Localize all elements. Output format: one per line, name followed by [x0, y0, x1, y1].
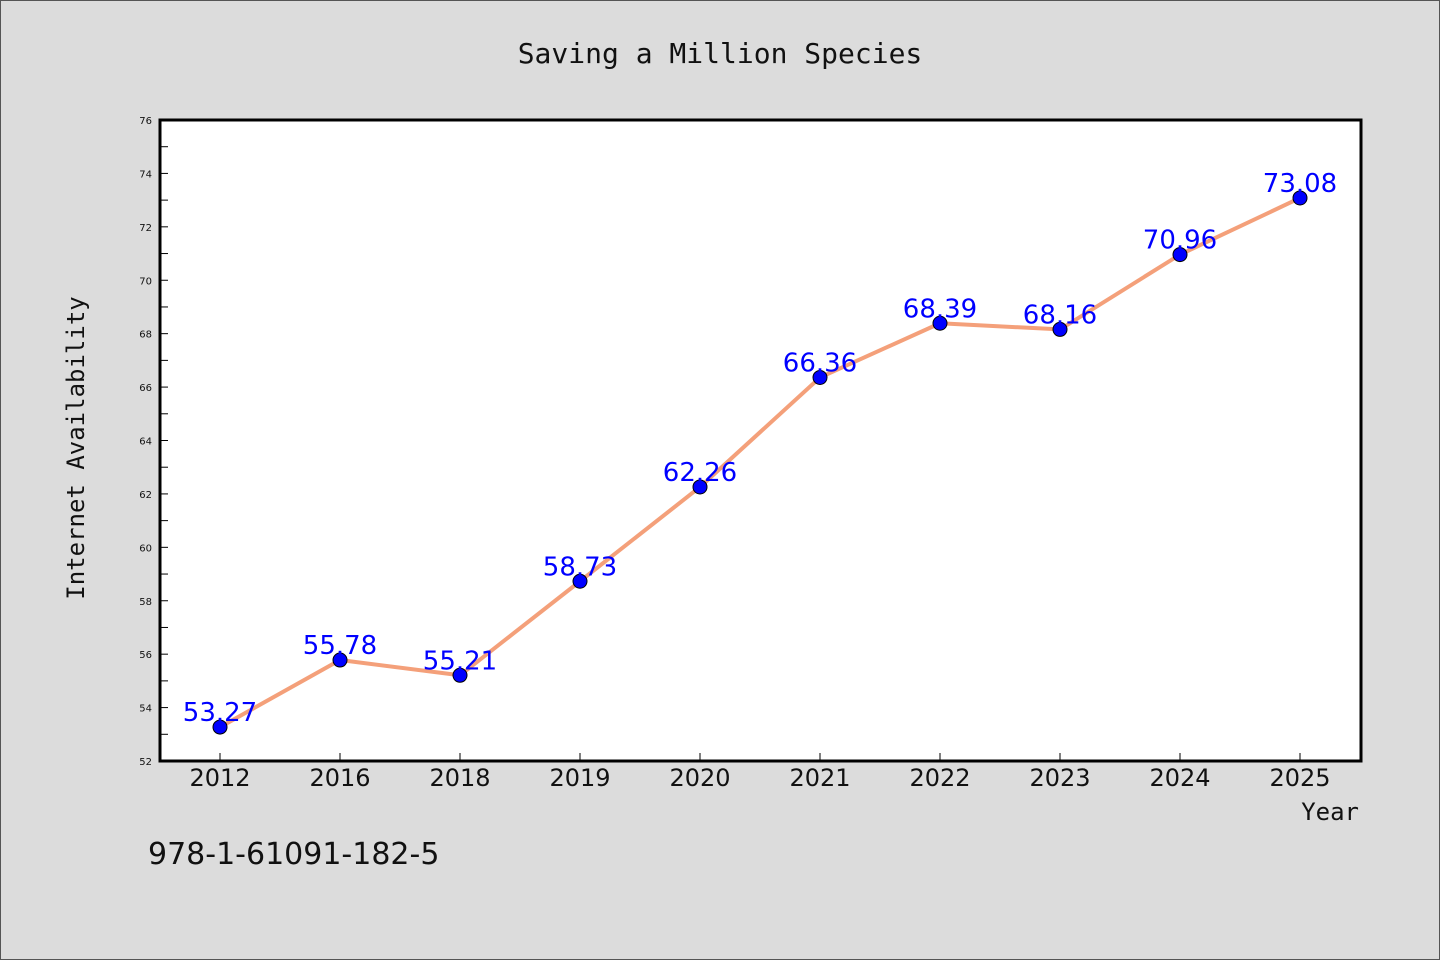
- y-tick-label: 70: [139, 276, 152, 287]
- data-label: 66.36: [783, 348, 857, 378]
- x-tick-label: 2016: [309, 764, 370, 792]
- data-label: 68.39: [903, 294, 977, 324]
- x-tick-label: 2021: [789, 764, 850, 792]
- data-label: 62.26: [663, 458, 737, 488]
- data-point: [212, 719, 228, 735]
- y-tick-label: 74: [139, 169, 152, 180]
- data-point: [572, 573, 588, 589]
- x-tick-label: 2018: [429, 764, 490, 792]
- y-tick-label: 66: [139, 383, 152, 394]
- data-label: 55.21: [423, 646, 497, 676]
- x-tick-label: 2023: [1029, 764, 1090, 792]
- x-tick-label: 2020: [669, 764, 730, 792]
- data-label: 53.27: [183, 698, 257, 728]
- y-tick-label: 68: [139, 330, 152, 341]
- x-tick-label: 2025: [1269, 764, 1330, 792]
- chart-title: Saving a Million Species: [518, 37, 923, 70]
- data-point: [1292, 190, 1308, 206]
- y-axis: 52 54 56 58 60 62 64 66 68 70 72 74 76: [139, 116, 168, 768]
- data-label: 73.08: [1263, 169, 1337, 199]
- data-point: [1052, 321, 1068, 337]
- y-tick-label: 76: [139, 116, 152, 127]
- y-tick-label: 54: [139, 704, 152, 715]
- data-label: 68.16: [1023, 300, 1097, 330]
- isbn-footnote: 978-1-61091-182-5: [148, 837, 439, 872]
- data-point: [332, 652, 348, 668]
- x-tick-label: 2019: [549, 764, 610, 792]
- data-point: [452, 667, 468, 683]
- data-point: [692, 479, 708, 495]
- y-tick-label: 64: [139, 437, 152, 448]
- data-label: 58.73: [543, 552, 617, 582]
- y-tick-label: 62: [139, 490, 152, 501]
- plot-area: [158, 118, 1363, 763]
- data-label: 70.96: [1143, 226, 1217, 256]
- data-point: [1172, 247, 1188, 263]
- series-line: [219, 196, 1301, 729]
- y-axis-label: Internet Availability: [62, 296, 90, 599]
- x-axis: 2012 2016 2018 2019 2020 2021 2022 2023 2024 2025: [189, 753, 1331, 792]
- y-tick-label: 56: [139, 650, 152, 661]
- y-tick-label: 52: [139, 757, 152, 768]
- y-tick-label: 58: [139, 597, 152, 608]
- data-label: 55.78: [303, 631, 377, 661]
- x-tick-label: 2024: [1149, 764, 1210, 792]
- data-point: [812, 369, 828, 385]
- x-tick-label: 2012: [189, 764, 250, 792]
- y-tick-label: 72: [139, 223, 152, 234]
- y-tick-label: 60: [139, 543, 152, 554]
- x-tick-label: 2022: [909, 764, 970, 792]
- data-point: [932, 315, 948, 331]
- x-axis-label: Year: [1301, 798, 1359, 826]
- series-layer: 53.27 55.78 55.21 58.73 62.26 66.36 68.39 68.16…: [183, 169, 1337, 735]
